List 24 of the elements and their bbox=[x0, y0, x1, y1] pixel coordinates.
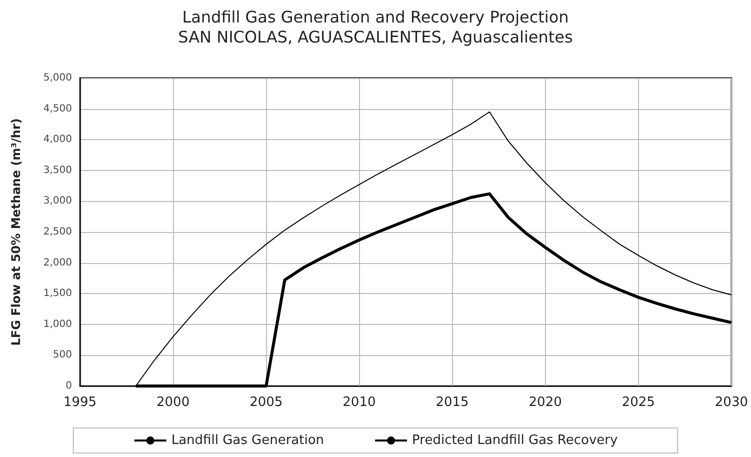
y-tick-label: 1,500 bbox=[43, 288, 72, 300]
y-tick-label: 3,000 bbox=[43, 196, 72, 207]
y-tick-label: 0 bbox=[66, 380, 72, 392]
legend-label: Predicted Landfill Gas Recovery bbox=[412, 433, 618, 448]
y-tick-label: 2,500 bbox=[43, 226, 72, 238]
x-tick-label: 2005 bbox=[250, 395, 283, 410]
x-tick-label: 2030 bbox=[714, 395, 748, 410]
y-tick-label: 4,000 bbox=[43, 134, 72, 146]
y-tick-label: 2,000 bbox=[43, 257, 72, 268]
x-tick-label: 2015 bbox=[436, 395, 469, 410]
y-tick-label: 1,000 bbox=[43, 318, 72, 330]
y-tick-label: 5,000 bbox=[43, 72, 72, 84]
chart-subtitle: SAN NICOLAS, AGUASCALIENTES, Aguascalientes bbox=[178, 28, 573, 46]
x-tick-label: 2020 bbox=[528, 395, 562, 410]
y-tick-label: 4,500 bbox=[43, 103, 72, 114]
x-tick-label: 1995 bbox=[63, 395, 97, 410]
y-tick-label: 500 bbox=[52, 350, 72, 361]
chart-title: Landfill Gas Generation and Recovery Projection bbox=[182, 8, 569, 26]
x-tick-label: 2010 bbox=[342, 395, 376, 410]
legend-label: Landfill Gas Generation bbox=[171, 433, 324, 448]
y-axis-title: LFG Flow at 50% Methane (m³/hr) bbox=[9, 118, 23, 346]
x-tick-label: 2000 bbox=[156, 395, 190, 410]
y-tick-label: 3,500 bbox=[43, 164, 72, 176]
x-tick-label: 2025 bbox=[622, 395, 655, 410]
